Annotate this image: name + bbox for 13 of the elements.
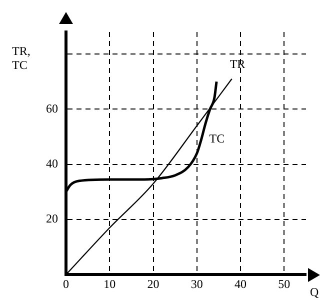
x-tick-label: 20 xyxy=(147,276,160,291)
x-tick-label: 40 xyxy=(234,276,247,291)
y-tick-label: 60 xyxy=(46,101,58,116)
x-tick-label: 0 xyxy=(63,276,69,291)
y-axis-title: TR, TC xyxy=(12,44,30,72)
y-tick-label: 40 xyxy=(46,156,58,170)
x-tick-label: 50 xyxy=(278,276,290,291)
series-label: TR xyxy=(230,57,246,72)
y-tick-label: 20 xyxy=(46,212,58,226)
x-tick-label: 30 xyxy=(190,276,203,291)
series-label: TC xyxy=(209,132,225,146)
x-tick-label: 10 xyxy=(104,276,116,291)
x-axis-title: Q xyxy=(310,284,319,299)
